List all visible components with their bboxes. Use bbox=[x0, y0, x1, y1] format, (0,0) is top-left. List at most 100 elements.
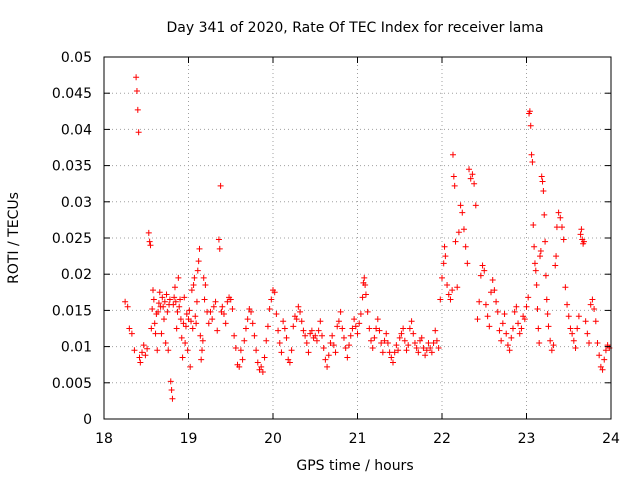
data-point bbox=[433, 337, 440, 344]
data-point bbox=[180, 320, 187, 327]
data-point bbox=[405, 342, 412, 349]
data-point bbox=[131, 347, 138, 354]
data-point bbox=[369, 345, 376, 352]
data-point bbox=[200, 274, 207, 281]
data-point bbox=[222, 320, 229, 327]
data-point bbox=[406, 325, 413, 332]
data-point bbox=[190, 282, 197, 289]
data-point bbox=[334, 323, 341, 330]
data-point bbox=[447, 296, 454, 303]
data-point bbox=[557, 214, 564, 221]
data-point bbox=[540, 187, 547, 194]
data-point bbox=[422, 352, 429, 359]
data-point bbox=[268, 296, 275, 303]
data-point bbox=[403, 347, 410, 354]
y-tick-label: 0 bbox=[83, 412, 92, 428]
data-point bbox=[526, 108, 533, 115]
data-point bbox=[175, 274, 182, 281]
data-point bbox=[506, 347, 513, 354]
data-point bbox=[427, 345, 434, 352]
data-point bbox=[164, 308, 171, 315]
data-point bbox=[193, 320, 200, 327]
data-point bbox=[537, 248, 544, 255]
data-point bbox=[154, 347, 161, 354]
data-point bbox=[534, 305, 541, 312]
data-point bbox=[145, 229, 152, 236]
data-point bbox=[171, 294, 178, 301]
data-point bbox=[435, 345, 442, 352]
y-axis-label: ROTI / TECUs bbox=[6, 192, 22, 284]
x-tick-label: 19 bbox=[180, 431, 198, 447]
data-point bbox=[136, 354, 143, 361]
data-point bbox=[589, 296, 596, 303]
data-point bbox=[220, 311, 227, 318]
data-point bbox=[547, 337, 554, 344]
data-point bbox=[523, 303, 530, 310]
data-point bbox=[249, 320, 256, 327]
data-point bbox=[184, 347, 191, 354]
data-point bbox=[574, 325, 581, 332]
data-point bbox=[202, 282, 209, 289]
data-point bbox=[548, 347, 555, 354]
data-point bbox=[462, 243, 469, 250]
data-point bbox=[205, 320, 212, 327]
data-point bbox=[393, 342, 400, 349]
data-point bbox=[286, 359, 293, 366]
data-point bbox=[401, 337, 408, 344]
data-point bbox=[144, 345, 151, 352]
data-point bbox=[239, 356, 246, 363]
data-point bbox=[152, 330, 159, 337]
data-point bbox=[148, 325, 155, 332]
data-point bbox=[266, 305, 273, 312]
data-point bbox=[313, 337, 320, 344]
data-point bbox=[290, 323, 297, 330]
data-point bbox=[201, 296, 208, 303]
data-point bbox=[166, 296, 173, 303]
data-point bbox=[420, 345, 427, 352]
data-point bbox=[281, 325, 288, 332]
data-point bbox=[373, 325, 380, 332]
data-point bbox=[464, 260, 471, 267]
data-point bbox=[410, 330, 417, 337]
data-point bbox=[159, 294, 166, 301]
y-tick-labels: 0 0.005 0.01 0.015 0.02 0.025 0.03 0.035 0.04 0.0… bbox=[52, 50, 92, 428]
data-point bbox=[552, 262, 559, 269]
data-point bbox=[565, 313, 572, 320]
data-point bbox=[439, 274, 445, 281]
data-point bbox=[411, 339, 418, 346]
data-point bbox=[488, 289, 495, 296]
data-point bbox=[212, 298, 219, 305]
data-point bbox=[521, 316, 528, 323]
data-point bbox=[592, 318, 599, 325]
data-point bbox=[303, 339, 310, 346]
y-tick-label: 0.05 bbox=[61, 50, 92, 66]
data-point bbox=[499, 320, 506, 327]
data-point bbox=[297, 308, 304, 315]
data-point bbox=[395, 347, 402, 354]
data-point bbox=[494, 308, 501, 315]
data-point bbox=[209, 316, 216, 323]
data-point bbox=[467, 175, 474, 182]
data-point bbox=[137, 359, 144, 366]
data-point bbox=[194, 267, 201, 274]
data-point bbox=[459, 209, 466, 216]
data-point bbox=[174, 308, 181, 315]
data-point bbox=[432, 327, 439, 334]
data-point bbox=[161, 298, 168, 305]
data-point bbox=[450, 173, 457, 180]
data-point bbox=[550, 342, 557, 349]
data-point bbox=[460, 226, 467, 233]
data-point bbox=[351, 316, 358, 323]
data-point bbox=[362, 282, 369, 289]
data-point bbox=[210, 303, 217, 310]
data-point bbox=[508, 334, 515, 341]
data-point bbox=[342, 345, 349, 352]
data-point bbox=[529, 158, 536, 165]
data-point bbox=[513, 303, 520, 310]
data-point bbox=[244, 316, 251, 323]
data-point bbox=[451, 182, 458, 189]
x-tick-label: 23 bbox=[518, 431, 536, 447]
y-tick-label: 0.045 bbox=[52, 86, 92, 102]
